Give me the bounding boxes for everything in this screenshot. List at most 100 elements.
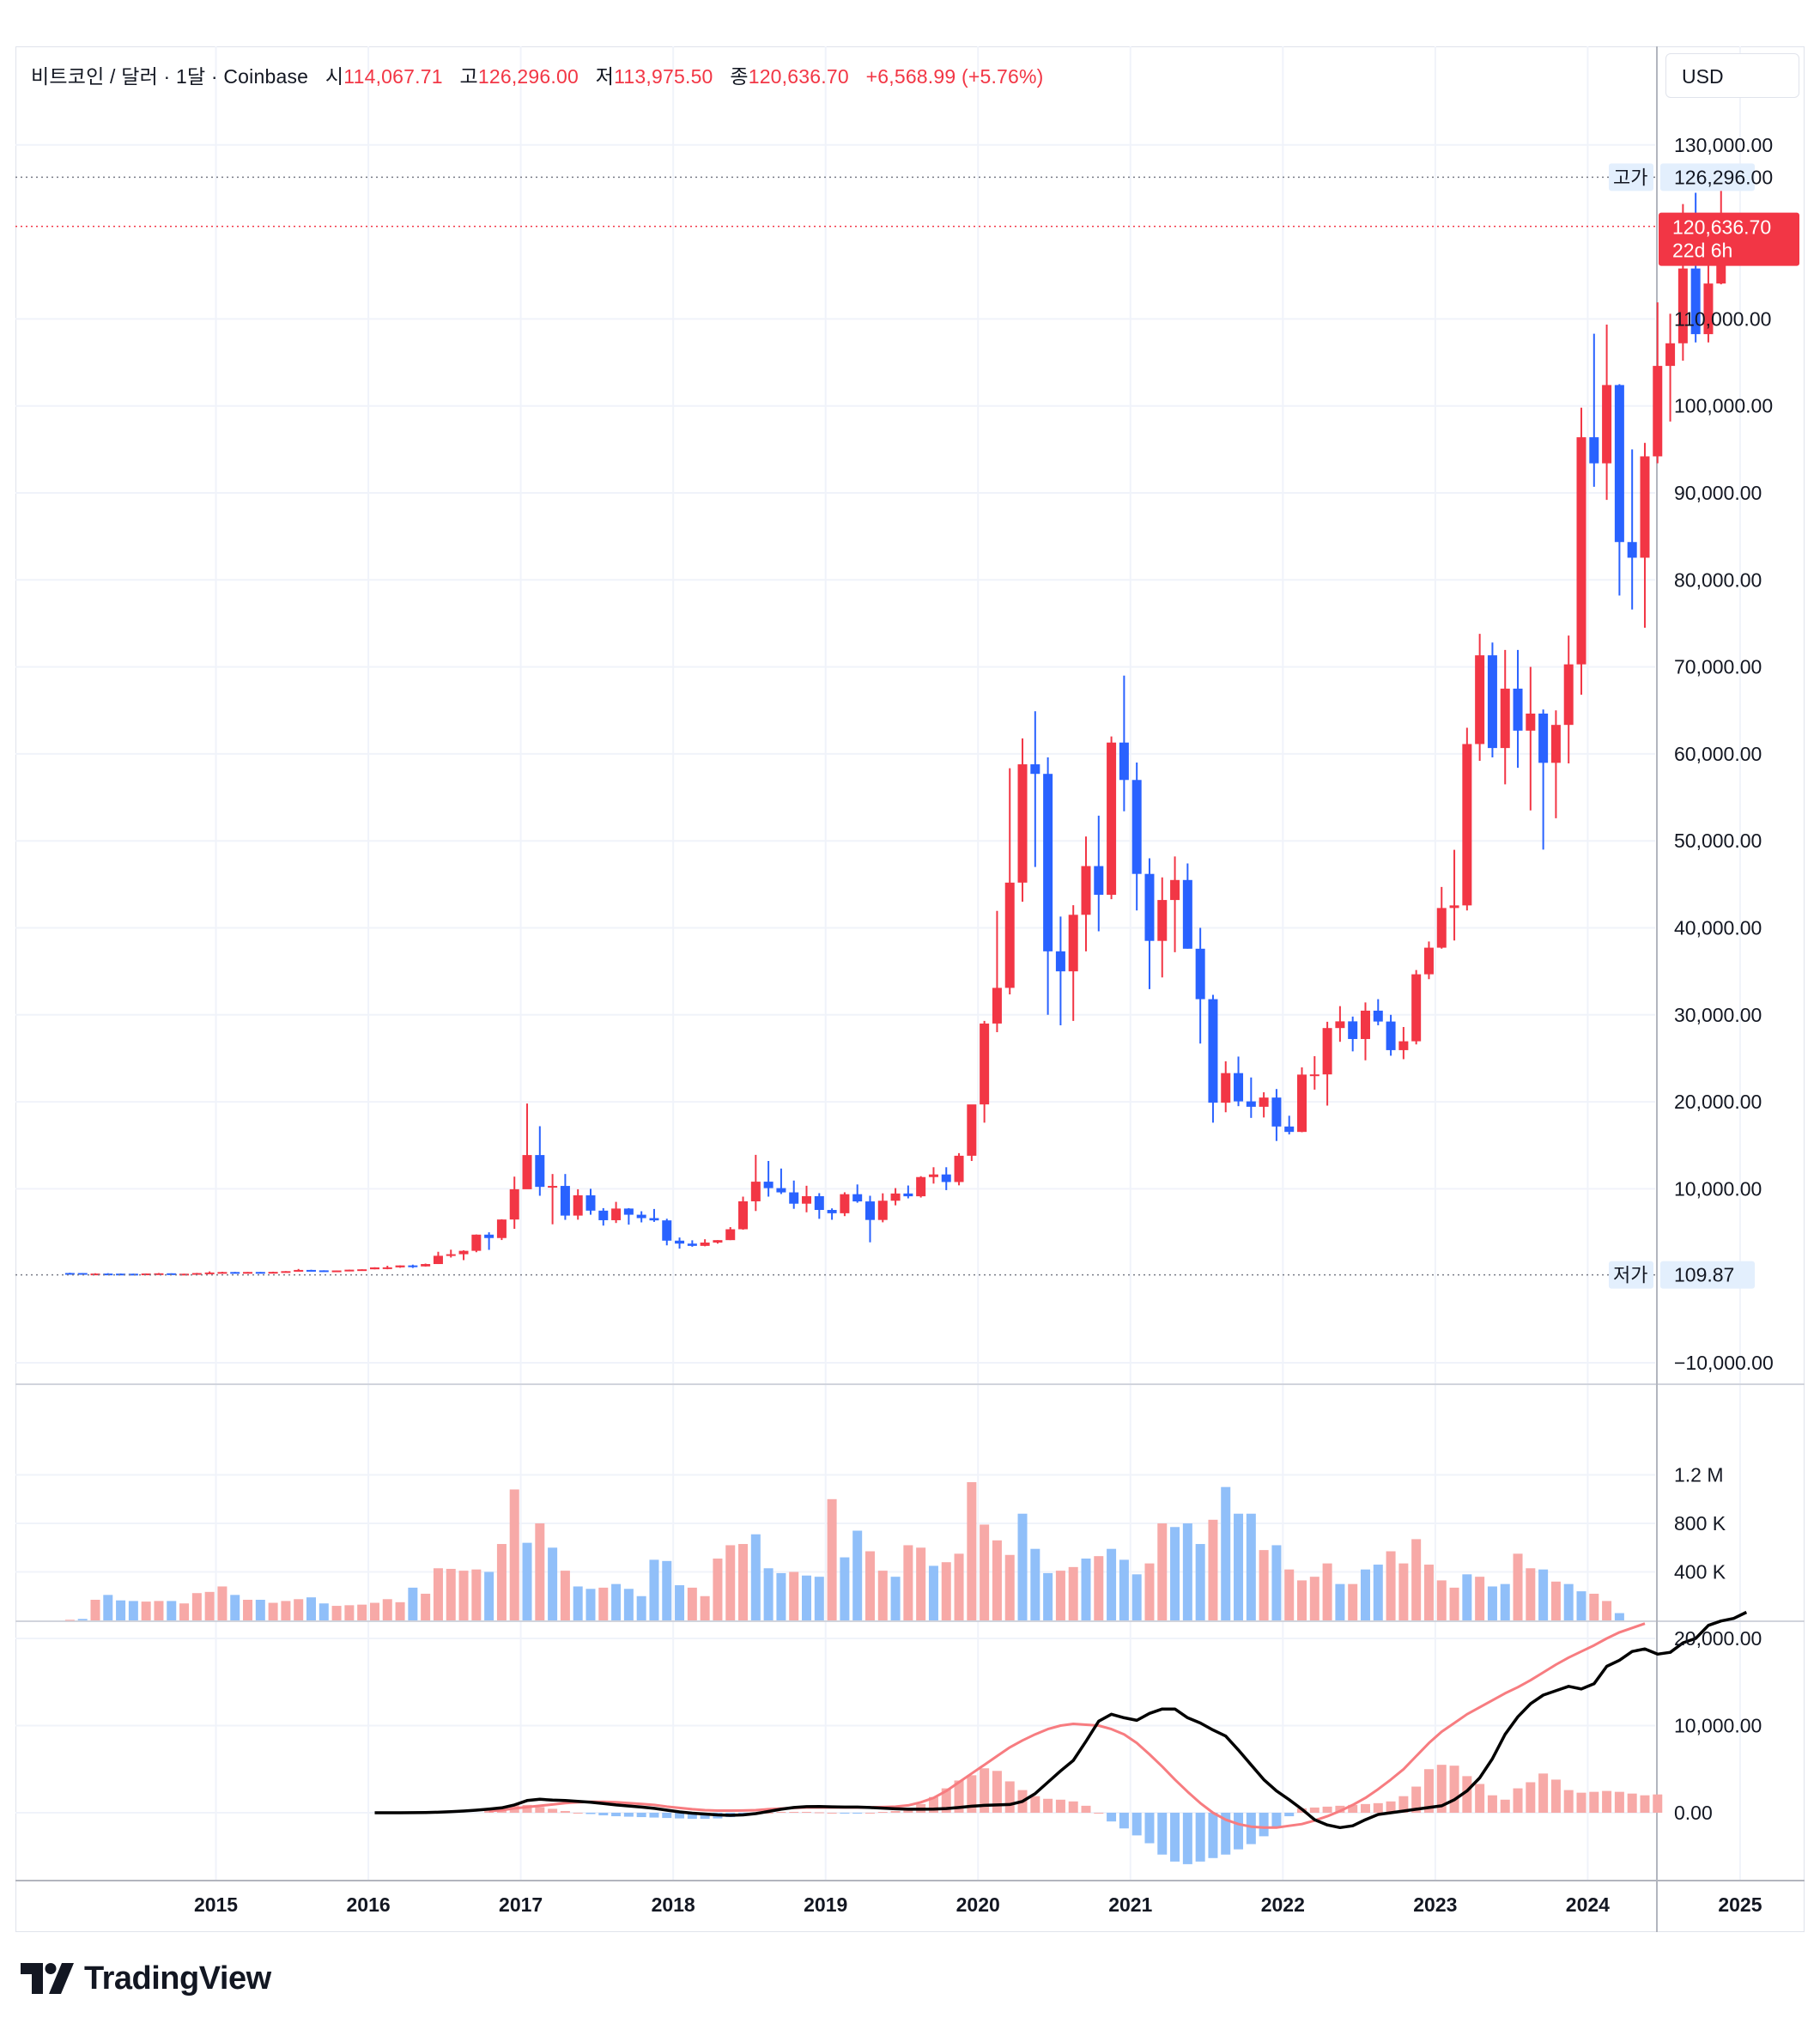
macd-histogram-bar [763, 1813, 774, 1814]
candle-body [395, 1265, 405, 1267]
candle-body [230, 1272, 240, 1274]
candle-body [928, 1174, 938, 1177]
candle-body [1043, 774, 1053, 951]
macd-histogram-bar [662, 1813, 672, 1819]
volume-bar [725, 1545, 736, 1620]
volume-bar [1360, 1569, 1370, 1620]
macd-histogram-bar [967, 1775, 977, 1813]
high-label: 고 [459, 65, 478, 88]
price-axis-label: 110,000.00 [1674, 307, 1771, 330]
volume-bar [954, 1553, 964, 1620]
candle-body [1614, 385, 1624, 543]
time-axis-label: 2021 [1108, 1893, 1152, 1916]
candle-body [649, 1218, 659, 1221]
macd-histogram-bar [827, 1813, 837, 1814]
candle-body [217, 1272, 228, 1274]
volume-axis-label: 800 K [1674, 1512, 1726, 1535]
time-axis-label: 2015 [194, 1893, 238, 1916]
volume-bar [814, 1577, 824, 1620]
candle-body [1640, 456, 1650, 558]
macd-histogram-bar [1234, 1813, 1244, 1850]
macd-histogram-bar [1500, 1799, 1510, 1813]
candle-body [1500, 688, 1510, 749]
candle-body [1373, 1010, 1383, 1022]
currency-button[interactable]: USD [1665, 53, 1799, 98]
macd-histogram-bar [1246, 1813, 1256, 1845]
macd-histogram-bar [522, 1804, 532, 1813]
low-value: 113,975.50 [614, 65, 713, 88]
macd-histogram-bar [890, 1810, 901, 1813]
macd-histogram-bar [1195, 1813, 1205, 1862]
volume-bar [941, 1562, 951, 1620]
candle-body [382, 1267, 392, 1269]
macd-histogram-bar [611, 1813, 622, 1817]
volume-bar [1297, 1580, 1307, 1620]
candle-body [750, 1182, 761, 1201]
volume-bar [1055, 1571, 1065, 1620]
candle-body [1677, 268, 1688, 343]
candle-body [738, 1200, 749, 1230]
volume-bar [1107, 1548, 1117, 1620]
volume-bar [763, 1568, 774, 1620]
symbol-legend: 비트코인 / 달러 · 1달 · Coinbase 시114,067.71 고1… [31, 60, 1044, 89]
candle-body [1017, 764, 1028, 883]
brand-name: TradingView [84, 1960, 271, 1997]
candle-body [1563, 664, 1574, 726]
candle-body [1030, 764, 1040, 775]
candle-body [1576, 437, 1586, 665]
time-axis[interactable]: 2015 2016 2017 2018 2019 2020 2021 2022 2023 2024… [194, 1893, 1820, 1916]
volume-bar [1373, 1565, 1383, 1620]
volume-axis-label: 400 K [1674, 1561, 1726, 1583]
volume-bar [255, 1599, 265, 1620]
low-label: 저 [595, 65, 615, 88]
macd-histogram-bar [840, 1813, 850, 1814]
candle-body [954, 1155, 964, 1182]
volume-bar [548, 1547, 558, 1620]
volume-bar [141, 1602, 151, 1620]
countdown-label: 22d 6h [1672, 240, 1732, 262]
volume-bar [802, 1575, 812, 1620]
volume-bar [573, 1586, 583, 1620]
candle-body [802, 1196, 812, 1204]
volume-bar [331, 1606, 342, 1620]
volume-bar [1589, 1593, 1599, 1620]
candle-body [1119, 742, 1129, 781]
macd-histogram-bar [1411, 1786, 1422, 1813]
candle-body [1157, 900, 1168, 941]
volume-bar [1271, 1545, 1282, 1620]
high-tag-value: 126,296.00 [1674, 166, 1773, 188]
volume-bar [268, 1602, 278, 1620]
candle-body [103, 1273, 113, 1276]
candle-body [357, 1269, 367, 1272]
signal-line [488, 1622, 1646, 1829]
candle-body [916, 1176, 926, 1197]
symbol-title[interactable]: 비트코인 / 달러 · 1달 · Coinbase [31, 65, 309, 88]
volume-bar [395, 1602, 405, 1620]
macd-histogram-bar [789, 1811, 799, 1813]
candle-body [64, 1273, 75, 1275]
macd-histogram-bar [1131, 1813, 1142, 1836]
macd-pane [374, 1610, 1748, 1864]
volume-bar [827, 1498, 837, 1620]
tradingview-logo[interactable]: TradingView [21, 1960, 271, 1997]
candle-body [864, 1201, 875, 1220]
volume-bar [700, 1595, 710, 1620]
macd-histogram-bar [1221, 1813, 1231, 1855]
candle-body [852, 1194, 863, 1202]
volume-bar [471, 1569, 482, 1620]
candle-body [1360, 1010, 1370, 1039]
candle-body [1690, 268, 1701, 335]
macd-histogram-bar [1081, 1805, 1091, 1813]
volume-bar [1157, 1523, 1168, 1620]
candle-body [306, 1269, 317, 1272]
low-tag-label: 저가 [1613, 1265, 1647, 1286]
candle-body [598, 1210, 609, 1220]
volume-bar [738, 1544, 749, 1620]
macd-histogram-bar [598, 1813, 609, 1816]
price-axis[interactable]: 130,000.00 110,000.00 100,000.00 90,000.00 8… [1609, 134, 1799, 1824]
candle-body [776, 1188, 786, 1193]
price-axis-label: 10,000.00 [1674, 1177, 1762, 1200]
candle-body [1144, 873, 1155, 941]
volume-bar [509, 1489, 519, 1620]
